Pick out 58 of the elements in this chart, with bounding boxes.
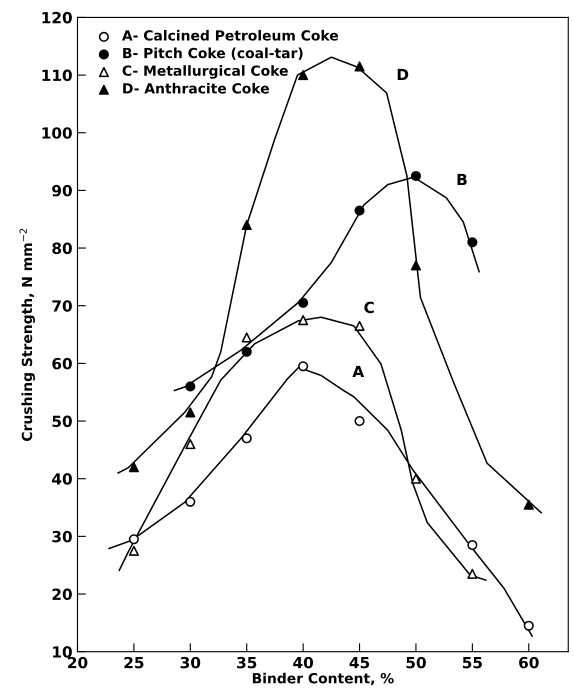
point	[185, 439, 196, 450]
y-tick-label: 20	[52, 588, 72, 600]
x-tick-label: 20	[68, 656, 88, 668]
legend-label: A- Calcined Petroleum Coke	[122, 30, 338, 41]
point	[354, 61, 365, 72]
point	[524, 620, 534, 631]
point	[467, 568, 478, 579]
point	[242, 332, 252, 342]
x-axis-title: Binder Content, %	[252, 672, 394, 686]
legend-label: C- Metallurgical Coke	[122, 65, 288, 79]
y-tick-label: 30	[52, 530, 72, 542]
point	[185, 381, 196, 392]
point	[128, 534, 139, 544]
point	[467, 540, 478, 550]
x-tick-label: 60	[519, 656, 539, 668]
y-axis-title: Crushing Strength, N mm$^{−2}$	[19, 228, 36, 441]
x-tick-label: 55	[462, 657, 482, 668]
legend-label: D- Anthracite Coke	[123, 82, 269, 94]
annotation: D	[398, 68, 408, 80]
point	[185, 496, 196, 507]
x-tick-label: 40	[293, 656, 314, 668]
annotation: A	[352, 366, 364, 378]
point	[298, 70, 308, 80]
point	[128, 546, 139, 556]
point	[242, 346, 252, 357]
point	[410, 260, 421, 270]
y-tick-label: 10	[53, 646, 72, 658]
point	[354, 206, 365, 216]
annotation: C	[364, 302, 374, 314]
point	[298, 361, 308, 372]
point	[410, 474, 421, 484]
x-tick-label: 45	[350, 657, 370, 668]
x-tick-label: 30	[180, 656, 200, 668]
point	[185, 407, 196, 418]
y-tick-label: 110	[42, 70, 72, 82]
y-tick-label: 80	[52, 242, 72, 254]
y-tick-label: 90	[52, 184, 72, 196]
y-tick-label: 70	[52, 300, 72, 312]
x-tick-label: 25	[124, 656, 144, 668]
x-tick-label: 50	[406, 656, 426, 668]
point	[298, 298, 308, 308]
point	[298, 315, 308, 326]
annotation: B	[458, 174, 467, 186]
legend-label: B- Pitch Coke (coal-tar)	[123, 48, 303, 60]
y-tick-label: 100	[42, 127, 72, 139]
point	[128, 462, 139, 472]
x-tick-label: 35	[237, 656, 256, 668]
y-tick-label: 120	[42, 12, 72, 24]
point	[467, 237, 478, 248]
point	[410, 170, 421, 182]
point	[354, 416, 365, 426]
y-tick-label: 60	[52, 358, 72, 370]
point	[242, 220, 252, 230]
y-tick-label: 40	[52, 473, 72, 485]
point	[242, 433, 252, 444]
point	[354, 320, 365, 331]
point	[524, 500, 534, 510]
y-tick-label: 50	[52, 416, 72, 428]
